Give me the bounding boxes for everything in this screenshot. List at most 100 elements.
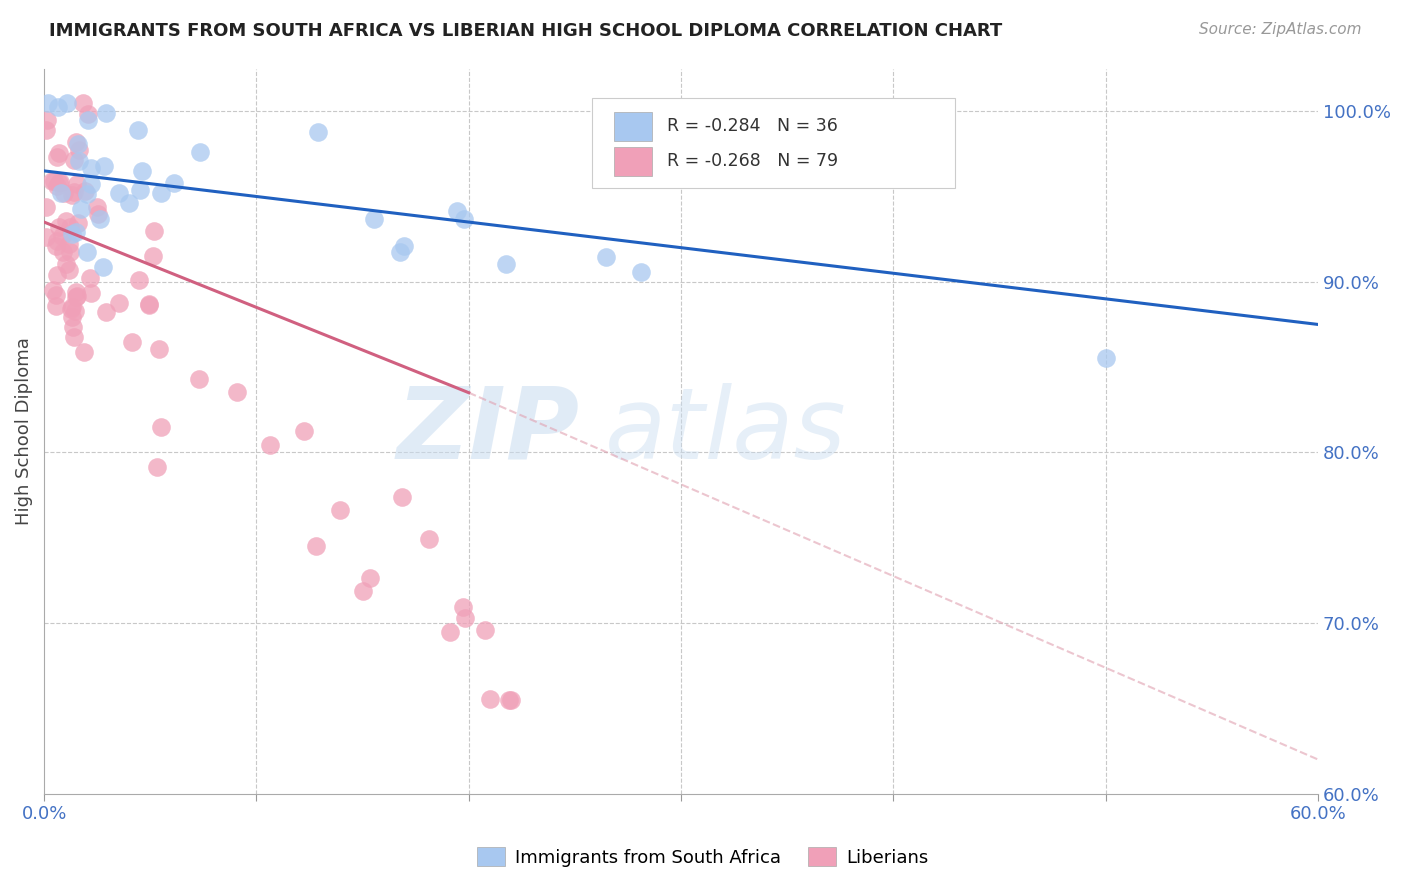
Point [73,184,96,198]
Point [63,186,86,200]
Point [72,95,94,110]
Bar [613,146,652,176]
Point [93,159,115,173]
Point [58,236,80,251]
Point [226,384,249,399]
Point [58,262,80,277]
Point [67,144,90,158]
Point [118,196,141,211]
Point [59,244,82,259]
Point [55,214,77,228]
Point [49,175,72,189]
Point [446,203,468,218]
Text: IMMIGRANTS FROM SOUTH AFRICA VS LIBERIAN HIGH SCHOOL DIPLOMA CORRELATION CHART: IMMIGRANTS FROM SOUTH AFRICA VS LIBERIAN… [49,22,1002,40]
Point [439,625,461,640]
Point [305,539,328,553]
Point [129,182,152,196]
FancyBboxPatch shape [592,97,955,188]
Point [66,216,89,230]
Point [89,211,111,226]
Legend: Immigrants from South Africa, Liberians: Immigrants from South Africa, Liberians [470,840,936,874]
Point [60,187,83,202]
Point [86,200,108,214]
Point [307,125,329,139]
Point [108,186,131,200]
Point [630,264,652,278]
Point [79,161,101,175]
Point [55,257,77,271]
Point [391,490,413,504]
Point [128,273,150,287]
Point [495,257,517,271]
Point [67,136,90,151]
Point [478,692,501,706]
Point [1094,351,1116,365]
Point [35,123,58,137]
Point [259,438,281,452]
Point [46,100,69,114]
Point [454,611,477,625]
Point [94,106,117,120]
Point [121,334,143,349]
Point [91,260,114,275]
Y-axis label: High School Diploma: High School Diploma [15,337,32,525]
Point [79,271,101,285]
Point [142,249,165,263]
Point [389,244,412,259]
Point [352,584,374,599]
Point [96,305,118,319]
Point [138,298,160,312]
Point [148,342,170,356]
Point [41,173,63,187]
Point [60,300,83,314]
Bar [613,112,652,141]
Point [46,179,69,194]
Point [149,420,172,434]
Point [80,285,103,300]
Point [474,624,496,638]
Point [138,296,160,310]
Point [146,460,169,475]
Point [127,122,149,136]
Point [35,112,58,127]
Point [45,234,67,248]
Point [62,153,84,167]
Point [87,207,110,221]
Point [150,186,173,200]
Point [51,228,73,243]
Point [498,693,520,707]
Point [63,330,86,344]
Point [418,533,440,547]
Point [62,319,84,334]
Point [48,176,70,190]
Point [108,295,131,310]
Point [63,303,86,318]
Point [42,174,65,188]
Point [60,302,83,317]
Point [48,220,70,235]
Point [363,212,385,227]
Text: ZIP: ZIP [396,383,579,480]
Point [76,244,98,259]
Point [80,177,103,191]
Point [65,290,87,304]
Point [66,177,89,191]
Text: Source: ZipAtlas.com: Source: ZipAtlas.com [1198,22,1361,37]
Point [70,202,93,216]
Point [188,145,211,159]
Point [52,186,75,200]
Point [187,372,209,386]
Point [45,288,67,302]
Point [392,238,415,252]
Point [76,112,98,127]
Text: R = -0.284   N = 36: R = -0.284 N = 36 [666,117,838,136]
Point [65,285,87,299]
Point [294,424,316,438]
Point [45,299,67,313]
Point [163,176,186,190]
Point [359,571,381,585]
Point [60,227,83,241]
Point [501,693,523,707]
Point [65,225,87,239]
Point [55,95,77,110]
